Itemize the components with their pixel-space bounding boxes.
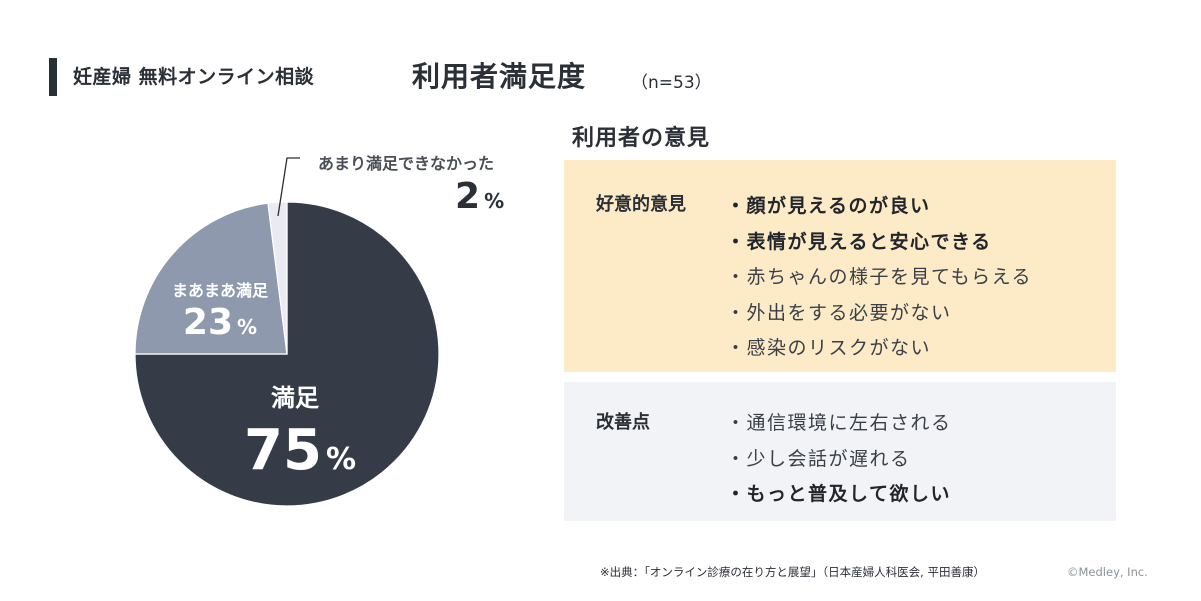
improvement-points-list: 通信環境に左右される 少し会話が遅れる もっと普及して欲しい — [726, 406, 952, 513]
opinion-item: 少し会話が遅れる — [726, 442, 952, 478]
pie-slice-satisfied — [134, 201, 440, 507]
opinion-item: もっと普及して欲しい — [726, 477, 952, 513]
slice-label-satisfied: 満足 — [271, 384, 319, 412]
pie-slice-somewhat-satisfied — [134, 202, 288, 355]
title-accent-bar — [49, 58, 57, 96]
opinions-heading: 利用者の意見 — [572, 126, 711, 151]
positive-opinions-label: 好意的意見 — [596, 194, 686, 215]
page-title: 利用者満足度 — [412, 60, 587, 93]
opinion-item: 感染のリスクがない — [726, 331, 1032, 367]
copyright: ©Medley, Inc. — [1067, 565, 1148, 579]
improvement-points-box: 改善点 通信環境に左右される 少し会話が遅れる もっと普及して欲しい — [564, 382, 1116, 521]
opinion-item: 顔が見えるのが良い — [726, 189, 1032, 225]
positive-opinions-list: 顔が見えるのが良い 表情が見えると安心できる 赤ちゃんの様子を見てもらえる 外出… — [726, 189, 1032, 367]
positive-opinions-box: 好意的意見 顔が見えるのが良い 表情が見えると安心できる 赤ちゃんの様子を見ても… — [564, 160, 1116, 372]
source-citation: ※出典：「オンライン診療の在り方と展望」（日本産婦人科医会, 平田善康） — [600, 565, 985, 579]
satisfaction-pie-chart — [134, 157, 440, 507]
opinion-item: 表情が見えると安心できる — [726, 225, 1032, 261]
slice-value-unit: % — [237, 315, 258, 339]
slice-value-number: 2 — [455, 176, 481, 217]
leader-line — [277, 157, 300, 217]
slice-value-number: 23 — [182, 302, 234, 343]
slice-value-not-satisfied: 2% — [455, 176, 504, 217]
opinion-item: 通信環境に左右される — [726, 406, 952, 442]
pie-slice-not-satisfied — [267, 201, 288, 355]
page-subtitle: 妊産婦 無料オンライン相談 — [73, 66, 315, 88]
opinion-item: 外出をする必要がない — [726, 296, 1032, 332]
sample-size: （n=53） — [631, 73, 712, 93]
slice-value-satisfied: 75% — [225, 418, 375, 483]
slice-label-somewhat-satisfied: まあまあ満足 — [171, 281, 268, 300]
improvement-points-label: 改善点 — [596, 412, 650, 433]
slice-label-not-satisfied: あまり満足できなかった — [318, 154, 495, 173]
slice-value-somewhat-satisfied: 23% — [170, 302, 270, 343]
slice-value-unit: % — [484, 189, 505, 213]
slice-value-number: 75 — [244, 418, 322, 483]
slice-value-unit: % — [325, 442, 356, 477]
opinion-item: 赤ちゃんの様子を見てもらえる — [726, 260, 1032, 296]
